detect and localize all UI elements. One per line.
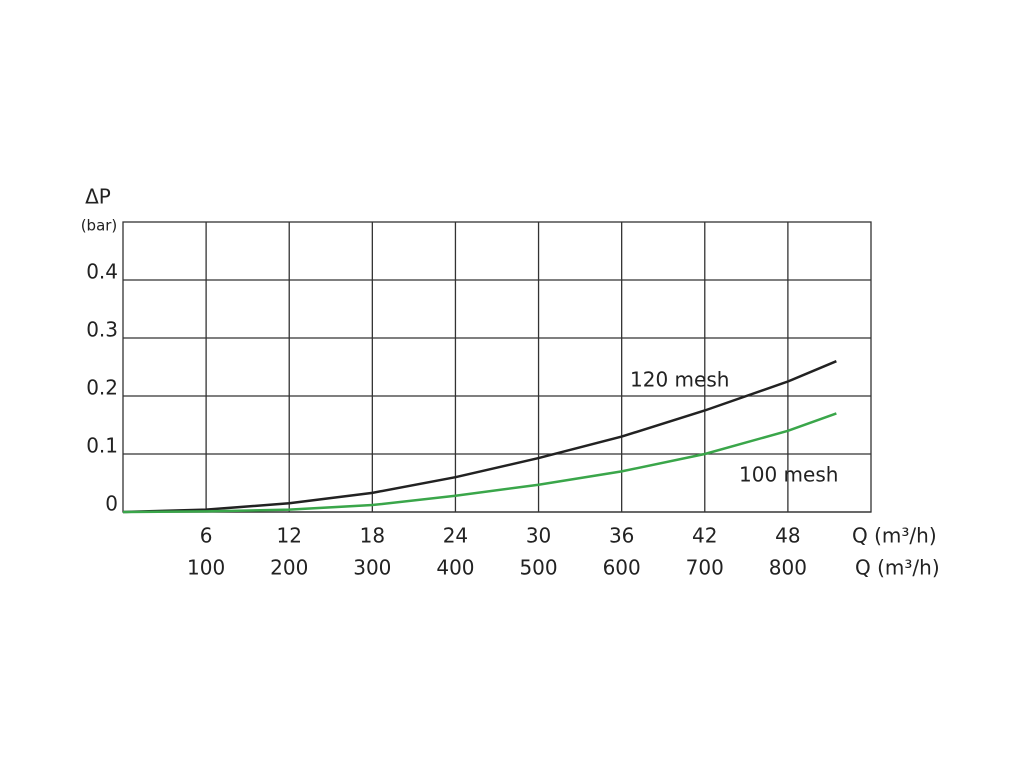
x2-tick-label: 700 [686,556,724,580]
y-axis-label: ΔP [85,185,111,209]
y-tick-label: 0.3 [86,318,118,342]
x2-tick-label: 400 [436,556,474,580]
series-label: 100 mesh [739,463,838,487]
x-tick-label: 12 [276,524,301,548]
x2-tick-label: 300 [353,556,391,580]
y-axis-unit: (bar) [81,217,118,235]
x2-tick-label: 800 [769,556,807,580]
data-line [122,360,837,514]
x2-tick-label: 500 [519,556,557,580]
x-tick-label: 24 [443,524,468,548]
x-tick-label: 42 [692,524,717,548]
x2-axis-label: Q (m³/h) [855,556,940,580]
x-tick-label: 30 [526,524,551,548]
y-tick-label: 0.1 [86,434,118,458]
data-line [122,412,837,514]
y-tick-label: 0 [105,492,118,516]
x-tick-label: 18 [360,524,385,548]
y-tick-label: 0.2 [86,376,118,400]
x2-tick-label: 100 [187,556,225,580]
x2-tick-label: 200 [270,556,308,580]
x2-tick-label: 600 [603,556,641,580]
series-label: 120 mesh [630,368,729,392]
x-tick-label: 6 [200,524,213,548]
y-tick-label: 0.4 [86,260,118,284]
x-tick-label: 48 [775,524,800,548]
x-tick-label: 36 [609,524,634,548]
x-axis-label: Q (m³/h) [852,524,937,548]
